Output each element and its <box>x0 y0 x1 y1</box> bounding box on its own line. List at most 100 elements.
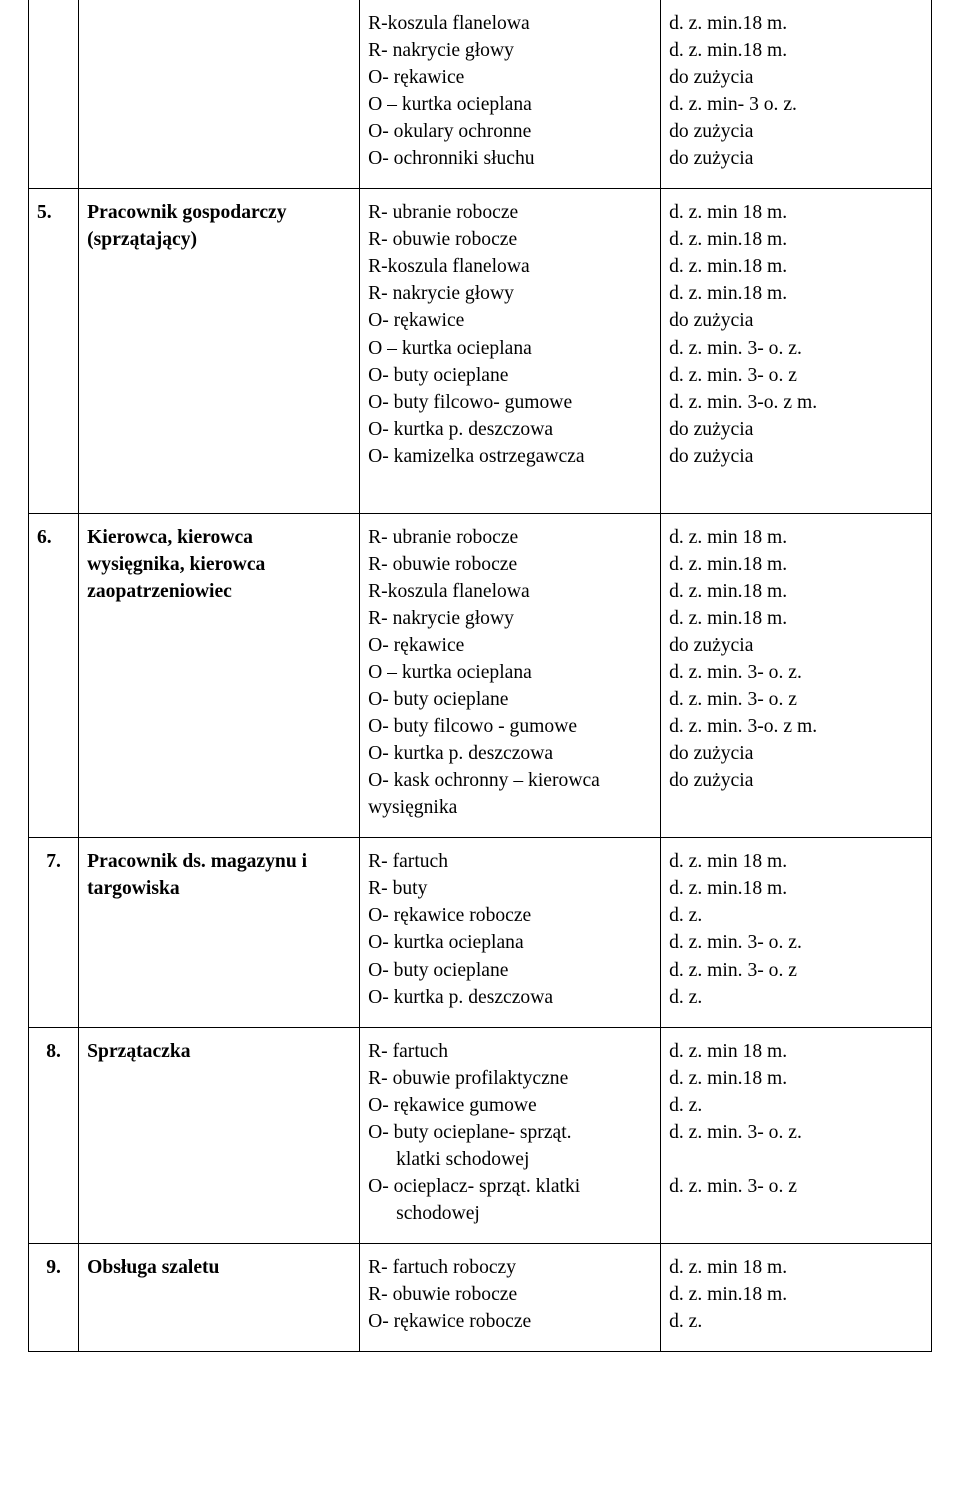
table-row: 8.SprzątaczkaR- fartuchR- obuwie profila… <box>29 1027 932 1243</box>
items-cell: R- fartuch roboczyR- obuwie roboczeO- rę… <box>360 1243 661 1351</box>
terms-cell: d. z. min 18 m.d. z. min.18 m.d. z. min.… <box>661 513 932 838</box>
term-line <box>669 1200 923 1227</box>
term-line: d. z. min.18 m. <box>669 551 923 578</box>
item-line: O- ocieplacz- sprząt. klatki <box>368 1173 652 1200</box>
role-label: Pracownik gospodarczy (sprzątający) <box>87 202 286 250</box>
item-line: O- rękawice <box>368 632 652 659</box>
item-line: O- buty ocieplane- sprząt. <box>368 1119 652 1146</box>
term-line: d. z. min. 3- o. z. <box>669 929 923 956</box>
item-line: O- buty ocieplane <box>368 686 652 713</box>
term-line: do zużycia <box>669 767 923 794</box>
item-line: O- kurtka p. deszczowa <box>368 740 652 767</box>
item-line: O – kurtka ocieplana <box>368 335 652 362</box>
item-line: R-koszula flanelowa <box>368 578 652 605</box>
items-cell: R- fartuchR- butyO- rękawice roboczeO- k… <box>360 838 661 1027</box>
item-line: schodowej <box>368 1200 652 1227</box>
term-line <box>669 1146 923 1173</box>
row-number: 8. <box>29 1027 79 1243</box>
role-cell: Pracownik ds. magazynu i targowiska <box>79 838 360 1027</box>
item-line: O- kurtka ocieplana <box>368 929 652 956</box>
items-cell: R- ubranie roboczeR- obuwie roboczeR-kos… <box>360 189 661 514</box>
term-line: d. z. min. 3- o. z. <box>669 1119 923 1146</box>
role-label: Pracownik ds. magazynu i targowiska <box>87 851 307 899</box>
item-line: O- rękawice <box>368 64 652 91</box>
item-line: O- kamizelka ostrzegawcza <box>368 443 652 470</box>
term-line: d. z. min. 3- o. z <box>669 957 923 984</box>
item-line: O- kurtka p. deszczowa <box>368 984 652 1011</box>
role-cell <box>79 0 360 189</box>
item-line: R- ubranie robocze <box>368 199 652 226</box>
term-line: d. z. <box>669 1308 923 1335</box>
term-line: d. z. <box>669 902 923 929</box>
table-row: R-koszula flanelowaR- nakrycie głowyO- r… <box>29 0 932 189</box>
term-line: do zużycia <box>669 740 923 767</box>
terms-cell: d. z. min 18 m.d. z. min.18 m.d. z.d. z.… <box>661 1027 932 1243</box>
term-line: d. z. <box>669 984 923 1011</box>
item-line: O- kask ochronny – kierowca <box>368 767 652 794</box>
terms-cell: d. z. min 18 m.d. z. min.18 m.d. z. min.… <box>661 189 932 514</box>
term-line: d. z. min.18 m. <box>669 1281 923 1308</box>
term-line: d. z. min.18 m. <box>669 875 923 902</box>
item-line: R- obuwie robocze <box>368 226 652 253</box>
role-cell: Obsługa szaletu <box>79 1243 360 1351</box>
item-line: R- ubranie robocze <box>368 524 652 551</box>
terms-cell: d. z. min.18 m.d. z. min.18 m. do zużycia… <box>661 0 932 189</box>
item-line: O- okulary ochronne <box>368 118 652 145</box>
term-line: d. z. min. 3-o. z m. <box>669 389 923 416</box>
term-line: do zużycia <box>669 145 923 172</box>
item-line: R- obuwie robocze <box>368 551 652 578</box>
table-row: 5.Pracownik gospodarczy (sprzątający) R- … <box>29 189 932 514</box>
term-line: do zużycia <box>669 307 923 334</box>
term-line: d. z. min.18 m. <box>669 253 923 280</box>
item-line: O- buty filcowo - gumowe <box>368 713 652 740</box>
row-number: 9. <box>29 1243 79 1351</box>
term-line: d. z. min. 3- o. z <box>669 362 923 389</box>
row-number <box>29 0 79 189</box>
item-line: O- buty ocieplane <box>368 362 652 389</box>
role-label: Kierowca, kierowca wysięgnika, kierowca … <box>87 527 265 602</box>
role-cell: Kierowca, kierowca wysięgnika, kierowca … <box>79 513 360 838</box>
row-number: 5. <box>29 189 79 514</box>
row-number: 6. <box>29 513 79 838</box>
term-line: d. z. min.18 m. <box>669 578 923 605</box>
term-line: d. z. min. 3-o. z m. <box>669 713 923 740</box>
term-line: do zużycia <box>669 632 923 659</box>
term-line: do zużycia <box>669 416 923 443</box>
role-label: Obsługa szaletu <box>87 1257 219 1278</box>
table-row: 6.Kierowca, kierowca wysięgnika, kierowc… <box>29 513 932 838</box>
term-line: d. z. min 18 m. <box>669 524 923 551</box>
term-line: d. z. min.18 m. <box>669 37 923 64</box>
role-cell: Sprzątaczka <box>79 1027 360 1243</box>
term-line: d. z. min.18 m. <box>669 605 923 632</box>
item-line: R- fartuch <box>368 848 652 875</box>
term-line: d. z. min 18 m. <box>669 199 923 226</box>
term-line: d. z. min.18 m. <box>669 280 923 307</box>
row-number: 7. <box>29 838 79 1027</box>
item-line: O- ochronniki słuchu <box>368 145 652 172</box>
item-line: R- fartuch roboczy <box>368 1254 652 1281</box>
item-line: R- buty <box>368 875 652 902</box>
item-line: klatki schodowej <box>368 1146 652 1173</box>
item-line: O- buty filcowo- gumowe <box>368 389 652 416</box>
item-line: wysięgnika <box>368 794 652 821</box>
term-line: do zużycia <box>669 118 923 145</box>
equipment-table: R-koszula flanelowaR- nakrycie głowyO- r… <box>28 0 932 1352</box>
item-line: O- buty ocieplane <box>368 957 652 984</box>
item-line: R- nakrycie głowy <box>368 280 652 307</box>
term-line: do zużycia <box>669 443 923 470</box>
item-line: O- rękawice robocze <box>368 902 652 929</box>
item-line: O- rękawice robocze <box>368 1308 652 1335</box>
term-line: d. z. <box>669 1092 923 1119</box>
item-line: R-koszula flanelowa <box>368 253 652 280</box>
item-line: R- obuwie robocze <box>368 1281 652 1308</box>
item-line <box>368 470 652 497</box>
term-line: d. z. min 18 m. <box>669 1254 923 1281</box>
items-cell: R- fartuchR- obuwie profilaktyczneO- ręk… <box>360 1027 661 1243</box>
terms-cell: d. z. min 18 m.d. z. min.18 m.d. z. <box>661 1243 932 1351</box>
item-line: O- rękawice gumowe <box>368 1092 652 1119</box>
item-line: R-koszula flanelowa <box>368 10 652 37</box>
table-row: 7.Pracownik ds. magazynu i targowiska R- … <box>29 838 932 1027</box>
term-line: d. z. min. 3- o. z. <box>669 659 923 686</box>
item-line: O – kurtka ocieplana <box>368 659 652 686</box>
term-line: d. z. min.18 m. <box>669 10 923 37</box>
